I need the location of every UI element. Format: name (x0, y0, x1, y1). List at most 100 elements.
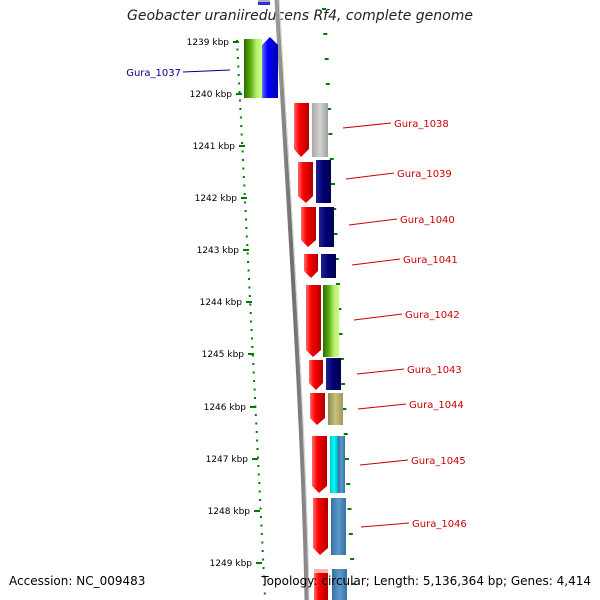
gene-gura-1038 (294, 103, 328, 157)
ruler-dot-right (341, 383, 346, 385)
ruler-dot-left (242, 159, 244, 161)
ruler-dot-left (241, 142, 244, 144)
tick-mark (233, 41, 239, 43)
ruler-dot-right (347, 508, 352, 510)
ruler-dot-right (337, 308, 342, 310)
gura-1040-cog-feature (319, 207, 334, 247)
gura-1037-label[interactable]: Gura_1037 (126, 68, 181, 79)
ruler-dot-left (254, 397, 256, 399)
tick-label: 1243 kbp (197, 246, 240, 256)
gura-1041-cog-feature (321, 254, 336, 278)
tick-label: 1246 kbp (204, 403, 247, 413)
gura-1045-cog-feature-cyan (330, 436, 338, 493)
ruler-dot-right (330, 183, 335, 185)
genome-backbone-highlight (278, 0, 310, 600)
gura-1046-label[interactable]: Gura_1046 (412, 519, 467, 530)
gura-1044-cog-feature (328, 393, 343, 425)
gura-1038-leader-line (342, 122, 392, 129)
top-partial-feature-grey (258, 0, 270, 2)
tick-mark (256, 562, 262, 564)
ruler-dot-left (250, 329, 253, 331)
ruler-dot-left (263, 584, 266, 586)
tick-label: 1239 kbp (187, 38, 230, 48)
gura-1039-label[interactable]: Gura_1039 (397, 169, 452, 180)
bottom-partial-feature-steel (332, 569, 347, 600)
ruler-dot-left (248, 286, 251, 289)
ruler-dot-left (243, 193, 246, 195)
ruler-dot-right (350, 558, 355, 560)
ruler-dot-left (256, 448, 259, 450)
ruler-dot-left (261, 550, 264, 552)
gene-gura-1046 (313, 498, 346, 555)
ruler-dot-left (243, 184, 246, 187)
gura-1041-reverse-feature (304, 254, 318, 278)
topology-text: Topology: circular; Length: 5,136,364 bp… (261, 574, 591, 588)
ruler-dot-left (260, 516, 262, 518)
ruler-dot-left (240, 125, 243, 127)
gura-1039-leader-line (345, 172, 395, 180)
gura-1039-reverse-feature (298, 162, 313, 203)
gura-1043-label[interactable]: Gura_1043 (407, 365, 462, 376)
ruler-dot-left (262, 558, 265, 561)
tick-label: 1249 kbp (210, 559, 253, 569)
map-title: Geobacter uraniireducens Rf4, complete g… (127, 8, 473, 24)
tick-mark (250, 406, 256, 408)
ruler-dot-right (325, 83, 330, 85)
ruler-dot-left (252, 363, 255, 365)
ruler-dot-left (259, 507, 262, 510)
tick-mark (239, 145, 245, 147)
gene-gura-1043 (309, 358, 341, 390)
ruler-dot-left (253, 388, 256, 391)
ruler-dot-left (255, 431, 258, 433)
top-partial-feature (258, 0, 270, 5)
ruler-dot-left (263, 592, 266, 595)
ruler-dot-left (263, 575, 265, 578)
gene-gura-1042 (306, 285, 339, 357)
gura-1045-label[interactable]: Gura_1045 (411, 456, 466, 467)
ruler-dot-right (327, 108, 332, 110)
ruler-dot-left (248, 295, 251, 297)
ruler-dot-left (257, 456, 259, 459)
ruler-dot-left (246, 244, 249, 246)
ruler-dot-left (261, 541, 264, 544)
gene-gura-1045 (312, 436, 345, 493)
gura-1040-label[interactable]: Gura_1040 (400, 215, 455, 226)
gura-1044-label[interactable]: Gura_1044 (409, 400, 464, 411)
ruler-dot-left (247, 269, 250, 272)
ruler-dot-left (252, 371, 255, 374)
tick-mark (243, 249, 249, 251)
ruler-dot-left (237, 74, 240, 76)
ruler-dot-right (345, 458, 349, 460)
gura-1043-leader-line (356, 368, 405, 375)
ruler-dot-left (242, 176, 245, 178)
ruler-dot-right (338, 333, 343, 335)
gene-gura-1041 (304, 254, 336, 278)
ruler-dot-right (348, 533, 353, 535)
ruler-dot-right (322, 8, 326, 10)
gura-1038-reverse-feature (294, 103, 309, 157)
gura-1038-label[interactable]: Gura_1038 (394, 119, 449, 130)
tick-mark (254, 510, 260, 512)
gura-1045-reverse-feature (312, 436, 327, 493)
bottom-partial-feature-red (314, 569, 328, 600)
gura-1041-label[interactable]: Gura_1041 (403, 255, 458, 266)
ruler-dot-right (329, 158, 334, 160)
tick-label: 1240 kbp (190, 90, 233, 100)
ruler-dot-left (250, 320, 253, 323)
ruler-dot-left (238, 82, 241, 85)
gura-1042-label[interactable]: Gura_1042 (405, 310, 460, 321)
ruler-dot-left (239, 108, 242, 110)
gura-1039-cog-feature (316, 160, 331, 203)
gura-1038-cog-feature (312, 103, 328, 157)
ruler-dot-left (244, 201, 247, 204)
gura-1037-cog-feature (244, 39, 262, 98)
ruler-dot-right (333, 233, 338, 235)
gura-1044-leader-line (357, 403, 407, 410)
gene-gura-1040 (301, 207, 334, 247)
tick-mark (252, 458, 258, 460)
ruler-dot-right (334, 258, 339, 260)
ruler-dot-left (254, 414, 257, 416)
ruler-dot-left (253, 380, 256, 382)
ruler-dot-left (236, 48, 239, 51)
